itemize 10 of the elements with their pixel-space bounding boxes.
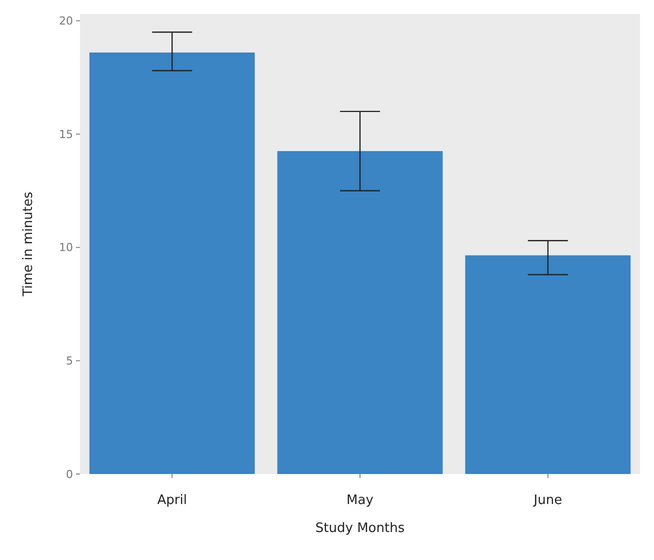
- y-axis-title: Time in minutes: [21, 192, 36, 298]
- x-tick-label: April: [157, 493, 187, 508]
- y-tick-label: 5: [66, 354, 73, 368]
- x-tick-label: June: [532, 493, 562, 508]
- y-tick-label: 15: [59, 128, 73, 141]
- y-tick-label: 0: [66, 468, 73, 481]
- y-tick-label: 10: [59, 241, 73, 254]
- x-axis-title: Study Months: [315, 521, 405, 536]
- x-tick-label: May: [346, 493, 374, 508]
- y-tick-label: 20: [59, 14, 73, 28]
